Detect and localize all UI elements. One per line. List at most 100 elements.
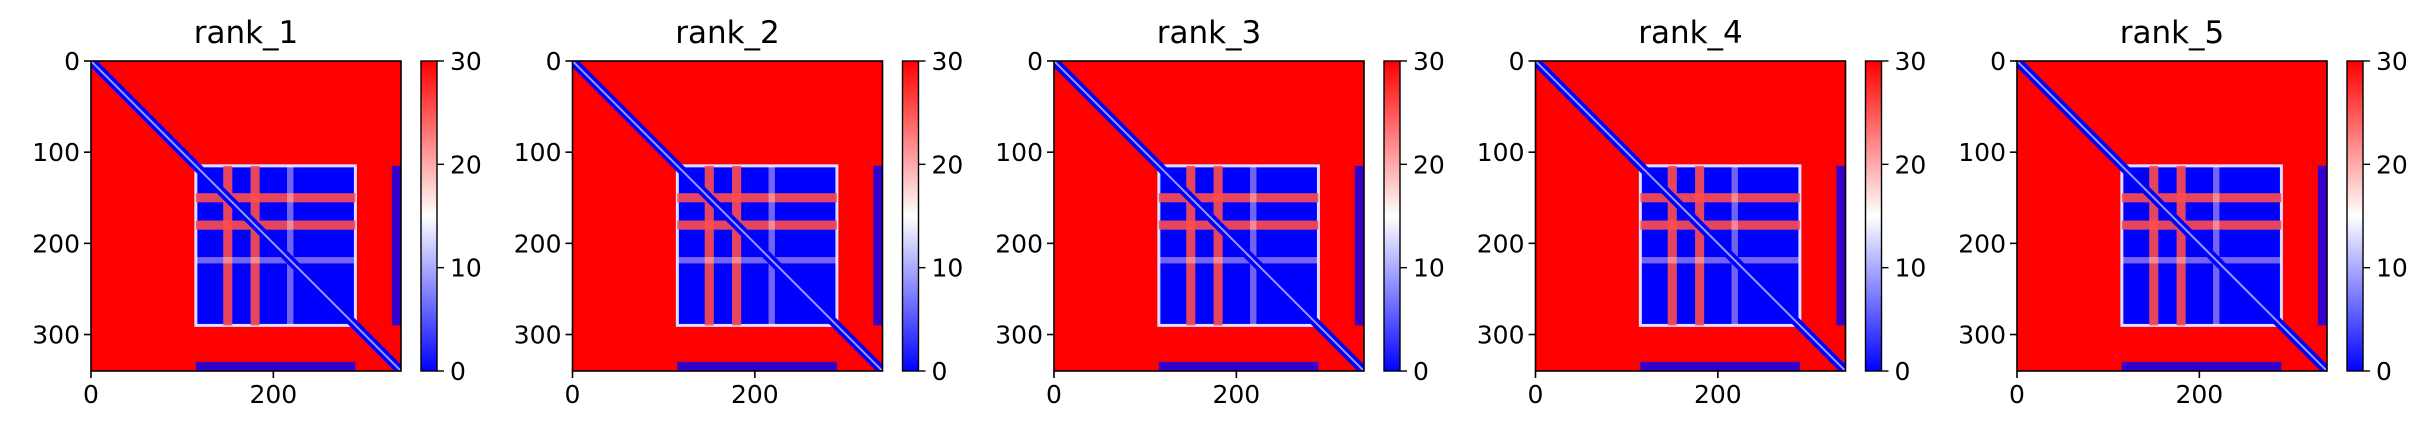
- y-tick-label: 100: [32, 138, 80, 167]
- heatmap-gap-row: [1640, 220, 1800, 230]
- colorbar-frame: [1864, 60, 1883, 372]
- colorbar-tick-label: 20: [1413, 150, 1445, 179]
- heatmap-image: [1535, 61, 1846, 371]
- heatmap-image: [91, 61, 401, 371]
- heatmap-low-strip-row: [677, 361, 837, 371]
- heatmap-diagonal-core: [1054, 61, 1364, 371]
- axes-frame: [1534, 60, 1847, 372]
- x-tick-label: 0: [83, 380, 99, 409]
- heatmap-gap-row: [2121, 193, 2282, 203]
- colorbar-tick-label: 30: [2376, 47, 2408, 76]
- heatmap-low-strip-row: [1640, 361, 1800, 371]
- heatmap-gap-col: [1186, 165, 1196, 326]
- heatmap-gap-col: [704, 165, 714, 326]
- heatmap-low-strip-col: [2317, 165, 2327, 326]
- heatmap-diagonal-core: [572, 61, 883, 371]
- heatmap-gap-row: [2121, 220, 2282, 230]
- y-tick-label: 0: [64, 47, 80, 76]
- y-tick-label: 300: [514, 321, 562, 350]
- heatmap-gap-col: [2213, 165, 2220, 326]
- heatmap-gap-row: [1158, 257, 1319, 264]
- colorbar-tick-label: 20: [1895, 150, 1927, 179]
- x-tick-label: 200: [2175, 380, 2223, 409]
- x-tick-label: 200: [1212, 380, 1260, 409]
- colorbar-tick-label: 20: [450, 150, 482, 179]
- x-tick-label: 0: [1046, 380, 1062, 409]
- colorbar: [2347, 61, 2363, 371]
- heatmap-gap-col: [732, 165, 742, 326]
- heatmap-panel-2: rank_2 0 200 0 100 200 300 0 10 20 30: [514, 15, 964, 409]
- heatmap-gap-row: [677, 220, 837, 230]
- heatmap-panel-1: rank_1 0 200 0 100 200 300 0 10 20 30: [32, 15, 482, 409]
- colorbar-tick-label: 20: [2376, 150, 2408, 179]
- panel-title: rank_5: [2120, 15, 2225, 51]
- colorbar: [1384, 61, 1400, 371]
- y-tick-label: 300: [1477, 321, 1525, 350]
- colorbar-tick-label: 0: [450, 357, 466, 386]
- colorbar-tick-label: 0: [932, 357, 948, 386]
- heatmap-gap-row: [195, 193, 356, 203]
- axes-frame: [1053, 60, 1365, 372]
- panel-title: rank_3: [1157, 15, 1262, 51]
- heatmap-gap-col: [1695, 165, 1705, 326]
- y-tick-label: 200: [995, 229, 1043, 258]
- heatmap-panel-3: rank_3 0 200 0 100 200 300 0 10 20 30: [995, 15, 1445, 409]
- colorbar-tick-label: 20: [932, 150, 964, 179]
- x-tick-label: 200: [1694, 380, 1742, 409]
- heatmap-gap-col: [2176, 165, 2186, 326]
- heatmap-panel-5: rank_5 0 200 0 100 200 300 0 10 20 30: [1958, 15, 2408, 409]
- y-tick-label: 0: [1509, 47, 1525, 76]
- axes-frame: [90, 60, 402, 372]
- y-tick-label: 100: [514, 138, 562, 167]
- x-tick-label: 0: [565, 380, 581, 409]
- colorbar-tick-label: 30: [1413, 47, 1445, 76]
- heatmap-diagonal-core: [1535, 61, 1846, 371]
- y-tick-label: 200: [514, 229, 562, 258]
- heatmap-gap-col: [1250, 165, 1257, 326]
- panel-title: rank_4: [1638, 15, 1743, 51]
- heatmap-gap-col: [250, 165, 260, 326]
- heatmap-low-strip-row: [2121, 361, 2282, 371]
- heatmap-gap-col: [768, 165, 775, 326]
- heatmap-low-strip-row: [195, 361, 356, 371]
- heatmap-gap-col: [1667, 165, 1677, 326]
- x-tick-label: 0: [1528, 380, 1544, 409]
- y-tick-label: 300: [32, 321, 80, 350]
- colorbar-tick-label: 10: [2376, 254, 2408, 283]
- axes-frame: [2016, 60, 2328, 372]
- heatmap-gap-row: [1640, 193, 1800, 203]
- heatmap-low-strip-row: [1158, 361, 1319, 371]
- y-tick-label: 300: [1958, 321, 2006, 350]
- colorbar-tick-label: 0: [1895, 357, 1911, 386]
- heatmap-gap-row: [195, 220, 356, 230]
- x-tick-label: 200: [249, 380, 297, 409]
- colorbar-tick-label: 0: [1413, 357, 1429, 386]
- heatmap-gap-row: [677, 257, 837, 264]
- heatmap-gap-col: [2149, 165, 2159, 326]
- heatmap-low-strip-col: [1836, 165, 1846, 326]
- y-tick-label: 200: [1477, 229, 1525, 258]
- heatmap-gap-row: [195, 257, 356, 264]
- colorbar-tick-label: 30: [932, 47, 964, 76]
- y-tick-label: 300: [995, 321, 1043, 350]
- heatmap-gap-row: [677, 193, 837, 203]
- y-tick-label: 100: [1477, 138, 1525, 167]
- panel-title: rank_2: [675, 15, 780, 51]
- heatmap-gap-col: [223, 165, 233, 326]
- heatmap-gap-row: [1158, 220, 1319, 230]
- colorbar: [421, 61, 437, 371]
- axes-frame: [571, 60, 884, 372]
- colorbar-tick-label: 30: [1895, 47, 1927, 76]
- heatmap-gap-row: [1158, 193, 1319, 203]
- colorbar: [902, 61, 919, 371]
- heatmap-diagonal-core: [91, 61, 401, 371]
- x-tick-label: 200: [731, 380, 779, 409]
- x-tick-label: 0: [2009, 380, 2025, 409]
- heatmap-low-strip-col: [1354, 165, 1364, 326]
- colorbar-frame: [420, 60, 438, 372]
- heatmap-gap-col: [1213, 165, 1223, 326]
- colorbar-frame: [2346, 60, 2364, 372]
- heatmap-low-strip-col: [391, 165, 401, 326]
- y-tick-label: 200: [1958, 229, 2006, 258]
